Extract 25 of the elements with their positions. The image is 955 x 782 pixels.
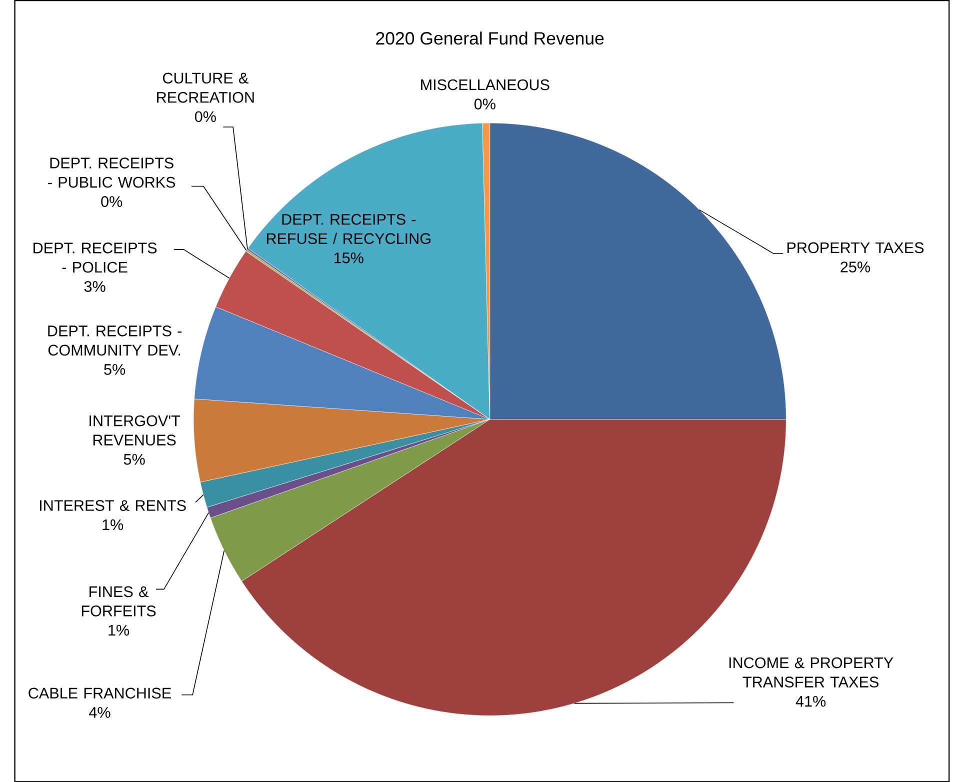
slice-label: MISCELLANEOUS bbox=[421, 79, 550, 90]
slice-label: INTERGOV'T REVENUES bbox=[90, 415, 180, 446]
slice-label: FINES & FORFEITS bbox=[82, 586, 156, 616]
slice-label: DEPT. RECEIPTS - POLICE bbox=[34, 242, 157, 272]
slice-label: PROPERTY TAXES bbox=[787, 242, 924, 253]
data-label: 25% bbox=[840, 261, 870, 272]
data-label: 4% bbox=[89, 706, 110, 718]
slice-label: DEPT. RECEIPTS - PUBLIC WORKS bbox=[48, 157, 176, 188]
slice-label: CULTURE & RECREATION bbox=[157, 72, 254, 103]
data-label: 1% bbox=[108, 624, 130, 636]
data-label: 5% bbox=[104, 364, 126, 375]
chart-title: 2020 General Fund Revenue bbox=[376, 31, 604, 44]
data-label: 0% bbox=[194, 111, 216, 122]
slice-label: DEPT. RECEIPTS - COMMUNITY DEV. bbox=[48, 325, 182, 356]
slice-label: CABLE FRANCHISE bbox=[28, 688, 171, 698]
data-label: 15% bbox=[334, 252, 364, 264]
data-label: 0% bbox=[101, 196, 122, 207]
data-label: 1% bbox=[102, 519, 124, 530]
data-label: 5% bbox=[124, 454, 145, 465]
data-label: 3% bbox=[84, 280, 106, 292]
slice-label: INCOME & PROPERTY TRANSFER TAXES bbox=[729, 657, 894, 688]
data-label: 0% bbox=[474, 98, 496, 110]
data-label: 41% bbox=[796, 696, 826, 706]
slice-label: INTEREST & RENTS bbox=[40, 500, 186, 511]
slice-label: DEPT. RECEIPTS - REFUSE / RECYCLING bbox=[266, 214, 430, 244]
